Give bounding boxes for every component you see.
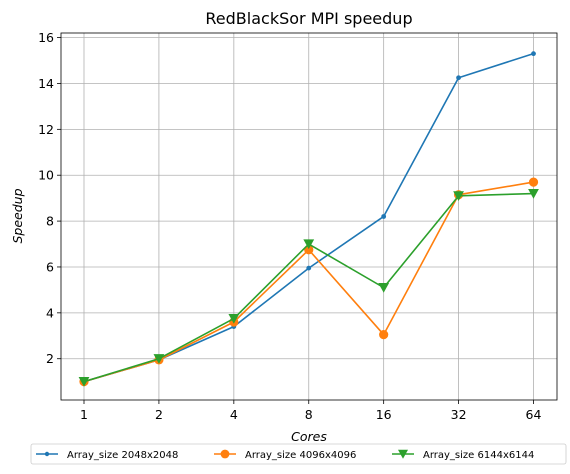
data-point [228, 313, 240, 324]
plot-frame [60, 32, 558, 401]
legend-label: Array_size 4096x4096 [245, 450, 356, 461]
legend: Array_size 2048x2048 Array_size 4096x4096… [30, 443, 567, 465]
legend-item: Array_size 2048x2048 [36, 450, 178, 461]
y-tick-label: 12 [38, 122, 54, 137]
x-tick-label: 16 [376, 407, 392, 422]
x-tick-label: 1 [80, 407, 88, 422]
legend-marker [398, 449, 408, 459]
legend-item: Array_size 6144x6144 [392, 449, 534, 461]
data-point [528, 177, 539, 187]
y-axis-label: Speedup [10, 188, 25, 243]
data-point [78, 377, 90, 387]
y-tick-label: 6 [46, 259, 54, 274]
data-point [453, 191, 464, 201]
x-tick-label: 32 [451, 407, 467, 422]
chart-title: RedBlackSor MPI speedup [205, 9, 412, 28]
data-point [456, 75, 461, 81]
legend-marker [220, 449, 230, 459]
data-point [378, 283, 390, 293]
legend-label: Array_size 2048x2048 [67, 450, 178, 461]
x-tick-label: 8 [305, 407, 313, 422]
series-layer [78, 51, 539, 387]
data-point [381, 214, 387, 219]
series-3 [78, 188, 539, 387]
data-point [306, 265, 312, 271]
y-tick-label: 14 [38, 76, 54, 91]
legend-box [30, 443, 567, 465]
data-point [304, 245, 314, 255]
data-point [531, 51, 536, 57]
y-tick-label: 4 [46, 305, 54, 320]
data-point [528, 188, 539, 199]
legend-item: Array_size 4096x4096 [214, 449, 356, 461]
y-tick-label: 10 [38, 168, 54, 183]
x-tick-label: 2 [155, 407, 163, 422]
legend-label: Array_size 6144x6144 [423, 450, 534, 461]
y-tick-label: 2 [46, 351, 54, 366]
data-point [303, 239, 315, 250]
y-tick-label: 16 [38, 30, 54, 45]
grid [61, 33, 557, 400]
legend-marker [44, 451, 50, 457]
x-tick-label: 4 [230, 407, 238, 422]
data-point [379, 330, 389, 340]
y-tick-label: 8 [46, 214, 54, 229]
x-axis-label: Cores [291, 429, 327, 444]
x-tick-label: 64 [526, 407, 542, 422]
data-point [153, 354, 165, 364]
